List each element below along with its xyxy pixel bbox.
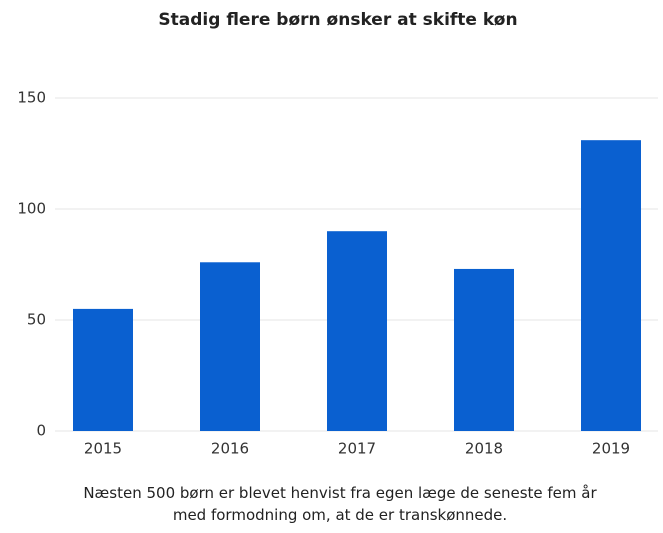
bar: [73, 308, 133, 431]
bar: [200, 262, 260, 431]
bar: [327, 231, 387, 431]
chart: Stadig flere børn ønsker at skifte køn 0…: [17, 10, 658, 458]
x-tick-label: 2015: [84, 440, 122, 458]
y-tick-label: 150: [17, 89, 46, 107]
bar: [581, 140, 641, 431]
chart-title: Stadig flere børn ønsker at skifte køn: [158, 10, 517, 30]
x-tick-label: 2017: [338, 440, 376, 458]
x-tick-label: 2019: [592, 440, 630, 458]
y-tick-label: 50: [27, 311, 46, 329]
y-tick-label: 100: [17, 200, 46, 218]
x-tick-label: 2018: [465, 440, 503, 458]
x-tick-label: 2016: [211, 440, 249, 458]
y-tick-label: 0: [36, 422, 46, 440]
caption: Næsten 500 børn er blevet henvist fra eg…: [83, 484, 597, 524]
bar: [454, 268, 514, 431]
